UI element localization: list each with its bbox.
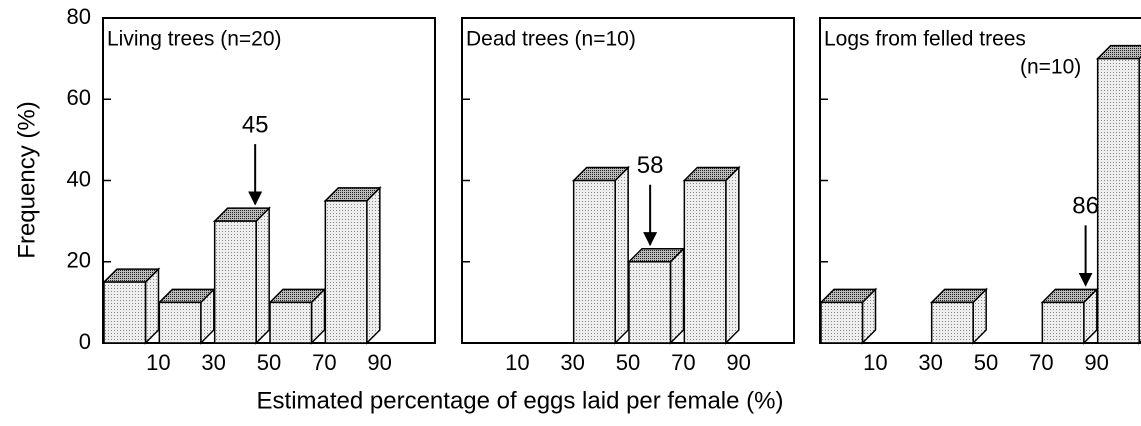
panel-title: Logs from felled trees — [824, 28, 1026, 51]
x-tick-label: 30 — [201, 350, 225, 375]
bar — [819, 287, 878, 345]
x-tick-label: 90 — [726, 350, 750, 375]
bar — [571, 165, 630, 345]
x-tick-label: 90 — [367, 350, 391, 375]
x-tick-label: 10 — [863, 350, 887, 375]
annotation-label: 58 — [637, 152, 664, 179]
bar — [682, 165, 741, 345]
x-axis-label: Estimated percentage of eggs laid per fe… — [257, 387, 784, 414]
bar — [1095, 44, 1141, 345]
x-tick-label: 70 — [312, 350, 336, 375]
panel-title: Living trees (n=20) — [107, 28, 282, 51]
bar — [627, 246, 686, 345]
y-tick-label: 20 — [67, 248, 91, 273]
bar — [929, 287, 988, 345]
bar — [212, 206, 271, 345]
bar — [1040, 287, 1099, 345]
y-tick-label: 40 — [67, 166, 91, 191]
x-tick-label: 70 — [671, 350, 695, 375]
x-tick-label: 50 — [974, 350, 998, 375]
x-tick-label: 50 — [257, 350, 281, 375]
annotation-label: 45 — [242, 111, 269, 138]
x-tick-label: 90 — [1084, 350, 1108, 375]
bar — [157, 287, 216, 345]
y-tick-label: 60 — [67, 85, 91, 110]
y-axis-label: Frequency (%) — [13, 101, 40, 258]
bar — [323, 186, 382, 345]
x-tick-label: 50 — [616, 350, 640, 375]
x-tick-label: 10 — [146, 350, 170, 375]
x-tick-label: 10 — [505, 350, 529, 375]
x-tick-label: 30 — [918, 350, 942, 375]
x-tick-label: 70 — [1029, 350, 1053, 375]
x-tick-label: 30 — [560, 350, 584, 375]
annotation-label: 86 — [1072, 193, 1099, 220]
panel-title: Dead trees (n=10) — [466, 28, 636, 51]
panel-subtitle: (n=10) — [1020, 56, 1081, 79]
bar — [102, 267, 161, 345]
y-tick-label: 80 — [67, 4, 91, 29]
bar — [268, 287, 327, 345]
y-tick-label: 0 — [79, 329, 91, 354]
